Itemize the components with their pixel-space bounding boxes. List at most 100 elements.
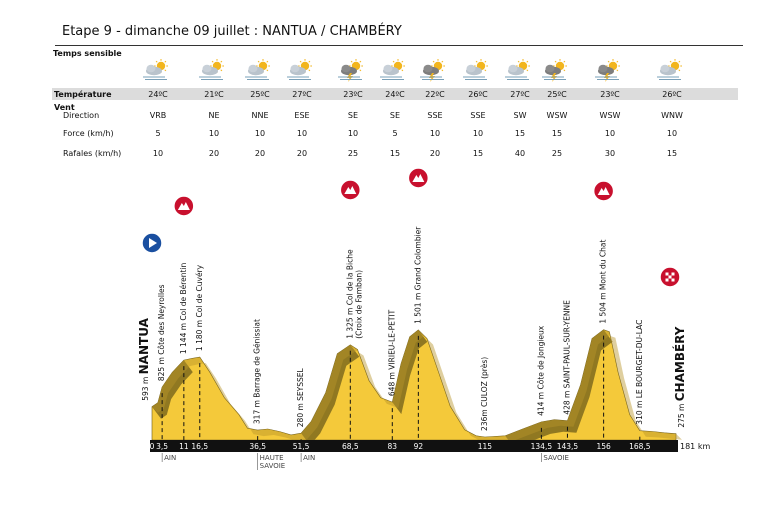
cloud-sun-mist-icon [243, 58, 273, 82]
waypoint-label: 310 m LE BOURGET-DU-LAC [635, 320, 644, 425]
waypoint-altitude: 1 144 m [179, 321, 188, 355]
storm-sun-icon [593, 58, 623, 82]
km-label: 134,5 [531, 442, 553, 451]
waypoint-name: NANTUA [137, 317, 151, 374]
wind-direction-cell: WSW [546, 111, 568, 120]
storm-sun-icon [336, 58, 366, 82]
sky-label: Temps sensible [53, 49, 122, 58]
waypoint-label: 275 m CHAMBÉRY [672, 326, 687, 427]
waypoint-name: CHAMBÉRY [672, 326, 687, 401]
climb-slope [301, 344, 360, 446]
waypoint-altitude: 236m [480, 407, 489, 431]
km-label: 143,5 [557, 442, 579, 451]
km-label: 0 [150, 442, 155, 451]
wind-gust-cell: 20 [429, 149, 441, 158]
waypoint-altitude: 648 m [387, 370, 396, 396]
km-bar [150, 440, 678, 452]
wind-gust-cell: 20 [254, 149, 266, 158]
force-label: Force (km/h) [63, 129, 114, 138]
department-label: SAVOIE [543, 454, 569, 462]
temperature-cell: 26ºC [662, 90, 682, 99]
km-label: 168,5 [629, 442, 651, 451]
temperature-cell: 22ºC [425, 90, 445, 99]
cloud-sun-mist-icon [141, 58, 171, 82]
waypoint-altitude: 310 m [635, 398, 644, 424]
waypoint-name: Grand Colombier [413, 226, 422, 291]
km-label: 92 [414, 442, 424, 451]
waypoint-altitude: 1 325 m [345, 305, 354, 339]
gusts-label: Rafales (km/h) [63, 149, 122, 158]
waypoint-altitude: 1 504 m [599, 290, 608, 324]
wind-gust-cell: 30 [604, 149, 616, 158]
waypoint-name: LE BOURGET-DU-LAC [635, 320, 644, 399]
temperature-cell: 23ºC [600, 90, 620, 99]
waypoint-altitude: 1 501 m [413, 290, 422, 324]
waypoint-label: 317 m Barrage de Génissiat [253, 319, 262, 424]
wind-force-cell: 10 [472, 129, 484, 138]
waypoint-altitude: 275 m [677, 401, 686, 427]
km-label: 3,5 [156, 442, 168, 451]
department-label: AIN [303, 454, 315, 462]
waypoint-altitude: 280 m [296, 401, 305, 427]
department-label: SAVOIE [260, 462, 286, 470]
waypoint-label: 648 m VIRIEU-LE-PETIT [387, 309, 396, 396]
waypoint-altitude: 317 m [253, 398, 262, 424]
wind-gust-cell: 40 [514, 149, 526, 158]
wind-force-cell: 10 [208, 129, 220, 138]
wind-force-cell: 15 [514, 129, 526, 138]
cloud-sun-mist-icon [285, 58, 315, 82]
cloud-sun-mist-icon [655, 58, 685, 82]
wind-force-cell: 10 [429, 129, 441, 138]
waypoint-label: 280 m SEYSSEL [296, 367, 305, 427]
wind-direction-cell: SE [347, 111, 359, 120]
wind-gust-cell: 25 [551, 149, 563, 158]
flag-check [668, 275, 672, 279]
start-arrow-glyph [149, 238, 157, 248]
waypoint-label: 1 144 m Col de Bérentin [179, 262, 188, 354]
waypoint-name: Côte des Neyrolles [157, 284, 166, 354]
temperature-cell: 23ºC [343, 90, 363, 99]
total-distance: 181 km [680, 442, 710, 451]
flag-check [665, 278, 669, 282]
flag-check [671, 278, 675, 282]
temperature-cell: 25ºC [250, 90, 270, 99]
km-label: 83 [388, 442, 398, 451]
title-rule [55, 45, 743, 46]
wind-gust-cell: 15 [472, 149, 484, 158]
mountain-glyph [597, 187, 610, 195]
waypoint-label: 1 501 m Grand Colombier [413, 226, 422, 324]
wind-direction-cell: WSW [599, 111, 621, 120]
waypoint-altitude: 1 180 m [195, 318, 204, 352]
wind-direction-cell: SE [389, 111, 401, 120]
waypoint-name: Barrage de Génissiat [253, 319, 262, 398]
wind-direction-cell: SSE [470, 111, 486, 120]
mountain-glyph [177, 202, 190, 210]
wind-gust-cell: 15 [389, 149, 401, 158]
temperature-cell: 27ºC [292, 90, 312, 99]
temperature-cell: 27ºC [510, 90, 530, 99]
waypoint-name: SAINT-PAUL-SUR-YENNE [562, 300, 571, 388]
wind-direction-cell: WNW [661, 111, 683, 120]
wind-gust-cell: 25 [347, 149, 359, 158]
wind-gust-cell: 20 [208, 149, 220, 158]
flag-check [665, 272, 669, 276]
temperature-cell: 25ºC [547, 90, 567, 99]
wind-force-cell: 15 [551, 129, 563, 138]
waypoint-label: 236m CULOZ (près) [480, 357, 489, 431]
km-label: 156 [596, 442, 611, 451]
wind-force-cell: 10 [666, 129, 678, 138]
waypoint-name: VIRIEU-LE-PETIT [387, 309, 396, 369]
mountain-glyph [412, 174, 425, 182]
waypoint-name: Col de Bérentin [179, 262, 188, 320]
wind-direction-cell: ESE [294, 111, 310, 120]
stage-title: Etape 9 - dimanche 09 juillet : NANTUA /… [62, 24, 402, 39]
climb-slope [392, 329, 428, 415]
wind-direction-cell: NNE [251, 111, 269, 120]
direction-label: Direction [63, 111, 100, 120]
waypoint-label: 1 180 m Col de Cuvéry [195, 264, 204, 351]
waypoint-name: SEYSSEL [296, 367, 305, 400]
waypoint-name: Mont du Chat [599, 239, 608, 290]
cloud-sun-mist-icon [378, 58, 408, 82]
waypoint-name-secondary: (Croix de Famban) [354, 270, 363, 339]
